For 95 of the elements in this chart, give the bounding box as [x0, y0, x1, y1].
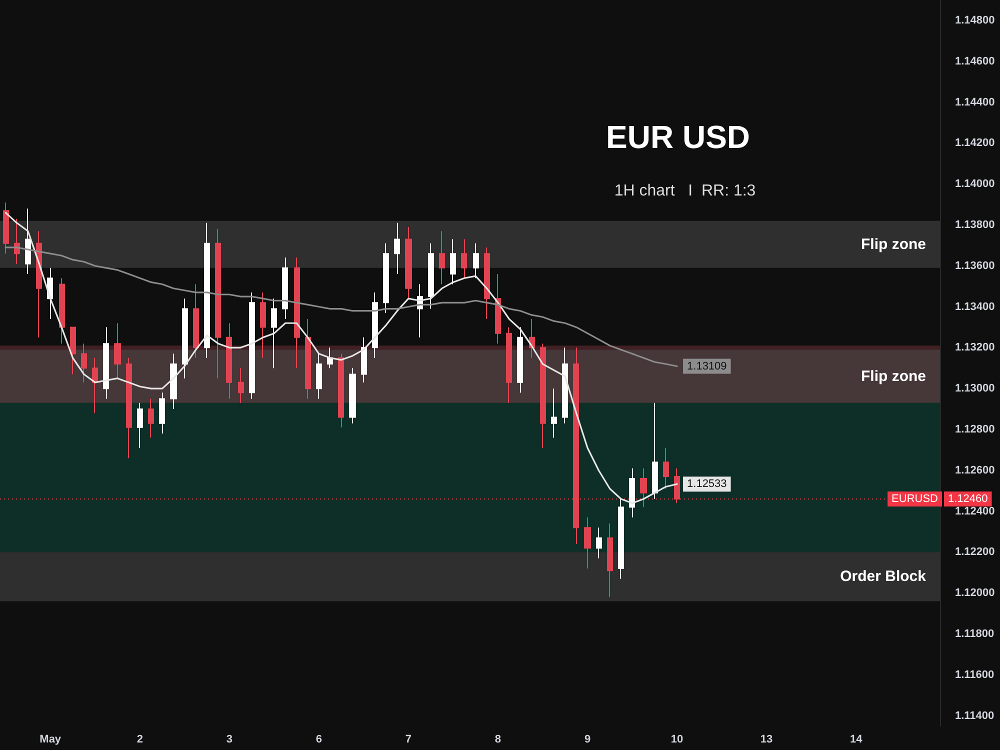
candlestick	[305, 318, 311, 400]
candlestick	[238, 368, 244, 404]
candlestick	[59, 278, 65, 344]
x-tick-label: 3	[226, 734, 232, 746]
candlestick	[484, 246, 490, 320]
y-tick-label: 1.13600	[955, 260, 995, 272]
candlestick	[3, 202, 9, 254]
candlestick	[148, 398, 154, 438]
y-tick-label: 1.14000	[955, 178, 995, 190]
candlestick	[260, 292, 266, 358]
candlestick	[618, 498, 624, 580]
candlestick	[137, 402, 143, 448]
candlestick	[81, 343, 87, 383]
candlestick	[271, 298, 277, 369]
candlestick	[372, 292, 378, 358]
y-tick-label: 1.11800	[955, 628, 994, 640]
candlestick	[607, 523, 613, 598]
candlestick	[562, 347, 568, 424]
x-tick-label: 13	[760, 734, 773, 746]
data-label: 1.12533	[687, 478, 727, 490]
candlestick	[428, 242, 434, 310]
band-label: Flip zone	[861, 236, 926, 253]
y-tick-label: 1.14400	[955, 96, 995, 108]
candlestick	[517, 326, 523, 394]
candlestick	[394, 222, 400, 275]
data-label: 1.13109	[687, 360, 727, 372]
x-tick-label: 8	[494, 734, 502, 746]
y-tick-label: 1.12600	[955, 464, 995, 476]
y-tick-label: 1.12000	[955, 587, 995, 600]
candlestick	[215, 228, 221, 379]
x-tick-label: 2	[136, 734, 143, 746]
line-series	[4, 246, 678, 368]
x-tick-label: 14	[850, 734, 864, 746]
candlestick	[193, 284, 199, 358]
candlestick	[383, 242, 389, 314]
candlestick	[327, 347, 333, 369]
candlestick	[70, 326, 76, 375]
x-tick-label: 6	[316, 734, 322, 746]
candlestick	[361, 336, 367, 383]
y-tick-label: 1.12200	[955, 546, 995, 558]
candlestick	[551, 388, 557, 438]
candlestick	[294, 257, 300, 369]
candlestick	[226, 322, 232, 400]
candlestick	[584, 516, 591, 570]
candlestick	[596, 527, 602, 559]
candlestick	[103, 326, 109, 400]
candlestick	[540, 343, 546, 448]
y-tick-label: 1.11600	[955, 668, 994, 681]
text: EUR USD	[606, 119, 750, 155]
candlestick	[204, 222, 210, 358]
y-tick-label: 1.12800	[955, 423, 995, 436]
candlestick	[652, 402, 658, 500]
candlestick	[114, 322, 121, 379]
candlestick	[461, 238, 467, 279]
text: 1H chart I RR: 1:3	[614, 182, 756, 200]
y-tick-label: 1.13400	[955, 300, 995, 313]
y-tick-label: 1.14600	[955, 55, 995, 68]
candlestick	[640, 468, 647, 508]
y-tick-label: 1.14200	[955, 137, 995, 150]
candlestick	[506, 326, 512, 404]
candlestick	[170, 353, 177, 410]
candlestick	[316, 353, 322, 400]
candlestick	[92, 357, 98, 414]
candlestick	[349, 368, 356, 424]
text: 1.12460	[948, 492, 988, 505]
candlestick	[249, 292, 255, 400]
candlestick	[159, 392, 165, 434]
candlestick	[282, 257, 288, 320]
band-label: Flip zone	[861, 368, 926, 385]
candlestick	[674, 468, 680, 504]
y-tick-label: 1.14800	[955, 14, 995, 26]
x-tick-label: 10	[670, 734, 684, 746]
x-tick-label: 9	[584, 734, 591, 746]
candlestick	[629, 468, 635, 518]
x-tick-label: May	[40, 734, 62, 746]
candlestick	[663, 447, 669, 490]
ref-line-label: EURUSD	[892, 492, 938, 505]
line-series	[4, 212, 678, 504]
candlestick	[439, 230, 445, 285]
candlestick	[450, 238, 456, 285]
y-tick-label: 1.12400	[955, 505, 995, 518]
candlestick	[495, 274, 501, 344]
candlestick	[405, 226, 412, 300]
candlestick	[573, 347, 579, 544]
y-tick-label: 1.11400	[955, 710, 994, 722]
y-tick-label: 1.13000	[955, 382, 995, 395]
candlestick	[473, 242, 479, 279]
candlestick	[182, 298, 188, 379]
candlestick	[126, 357, 132, 459]
candlestick	[338, 353, 344, 428]
y-tick-label: 1.13800	[955, 218, 995, 231]
y-tick-label: 1.13200	[955, 342, 995, 354]
candlestick	[25, 208, 31, 275]
band-label: Order Block	[840, 568, 927, 586]
x-tick-label: 7	[405, 734, 412, 746]
